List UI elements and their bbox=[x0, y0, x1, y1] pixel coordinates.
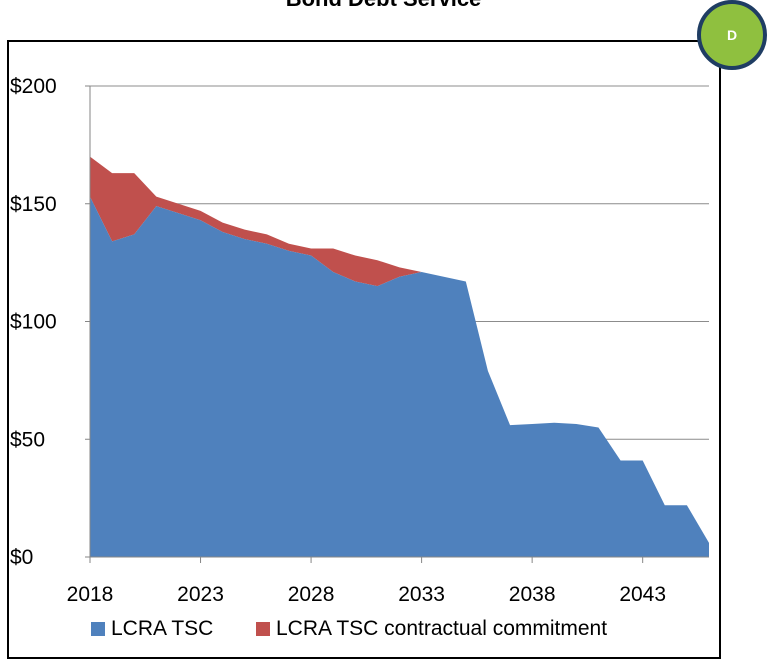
legend-label-contractual-commitment: LCRA TSC contractual commitment bbox=[276, 617, 608, 640]
y-tick-label: $0 bbox=[10, 546, 33, 569]
x-tick-label: 2033 bbox=[398, 583, 445, 606]
series-area-contractual-commitment bbox=[90, 156, 709, 543]
x-tick-label: 2028 bbox=[288, 583, 335, 606]
y-tick-label: $200 bbox=[10, 75, 57, 98]
y-tick-label: $150 bbox=[10, 193, 57, 216]
y-tick-label: $50 bbox=[10, 428, 45, 451]
x-tick-label: 2023 bbox=[177, 583, 224, 606]
legend-swatch-lcra-tsc bbox=[91, 622, 105, 636]
badge-d: D bbox=[697, 0, 767, 70]
legend-label-lcra-tsc: LCRA TSC bbox=[111, 617, 214, 640]
series-area-lcra-tsc bbox=[90, 196, 709, 557]
x-tick-label: 2018 bbox=[67, 583, 114, 606]
y-tick-label: $100 bbox=[10, 311, 57, 334]
legend-item-lcra-tsc: LCRA TSC bbox=[91, 617, 213, 641]
x-tick-label: 2038 bbox=[509, 583, 556, 606]
legend-item-contractual-commitment: LCRA TSC contractual commitment bbox=[256, 617, 607, 641]
page-title: Bond Debt Service bbox=[0, 0, 767, 16]
legend-swatch-contractual-commitment bbox=[256, 622, 270, 636]
chart-legend: LCRA TSC LCRA TSC contractual commitment bbox=[0, 617, 767, 641]
x-tick-label: 2043 bbox=[619, 583, 666, 606]
